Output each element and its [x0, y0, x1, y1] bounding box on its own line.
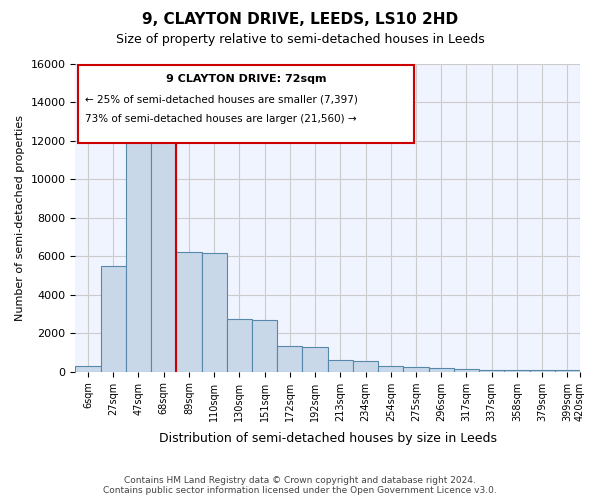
Bar [176, 252, 202, 372]
Text: Contains HM Land Registry data © Crown copyright and database right 2024.
Contai: Contains HM Land Registry data © Crown c… [103, 476, 497, 495]
Bar [302, 346, 328, 372]
Bar [126, 133, 151, 372]
Bar [353, 360, 378, 372]
Bar [277, 346, 302, 372]
Bar [151, 134, 176, 372]
Bar [403, 367, 428, 372]
Bar [530, 370, 555, 372]
Text: 9, CLAYTON DRIVE, LEEDS, LS10 2HD: 9, CLAYTON DRIVE, LEEDS, LS10 2HD [142, 12, 458, 28]
Text: Size of property relative to semi-detached houses in Leeds: Size of property relative to semi-detach… [116, 32, 484, 46]
Text: ← 25% of semi-detached houses are smaller (7,397): ← 25% of semi-detached houses are smalle… [85, 94, 358, 104]
Bar [505, 370, 530, 372]
Bar [378, 366, 403, 372]
Bar [202, 254, 227, 372]
Bar [555, 370, 580, 372]
Bar [479, 370, 505, 372]
Y-axis label: Number of semi-detached properties: Number of semi-detached properties [15, 115, 25, 321]
Bar [101, 266, 126, 372]
Bar [252, 320, 277, 372]
X-axis label: Distribution of semi-detached houses by size in Leeds: Distribution of semi-detached houses by … [159, 432, 497, 445]
Bar [428, 368, 454, 372]
Text: 73% of semi-detached houses are larger (21,560) →: 73% of semi-detached houses are larger (… [85, 114, 357, 124]
Bar [227, 319, 252, 372]
Bar [76, 366, 101, 372]
Bar [454, 369, 479, 372]
Bar [328, 360, 353, 372]
Text: 9 CLAYTON DRIVE: 72sqm: 9 CLAYTON DRIVE: 72sqm [166, 74, 326, 84]
